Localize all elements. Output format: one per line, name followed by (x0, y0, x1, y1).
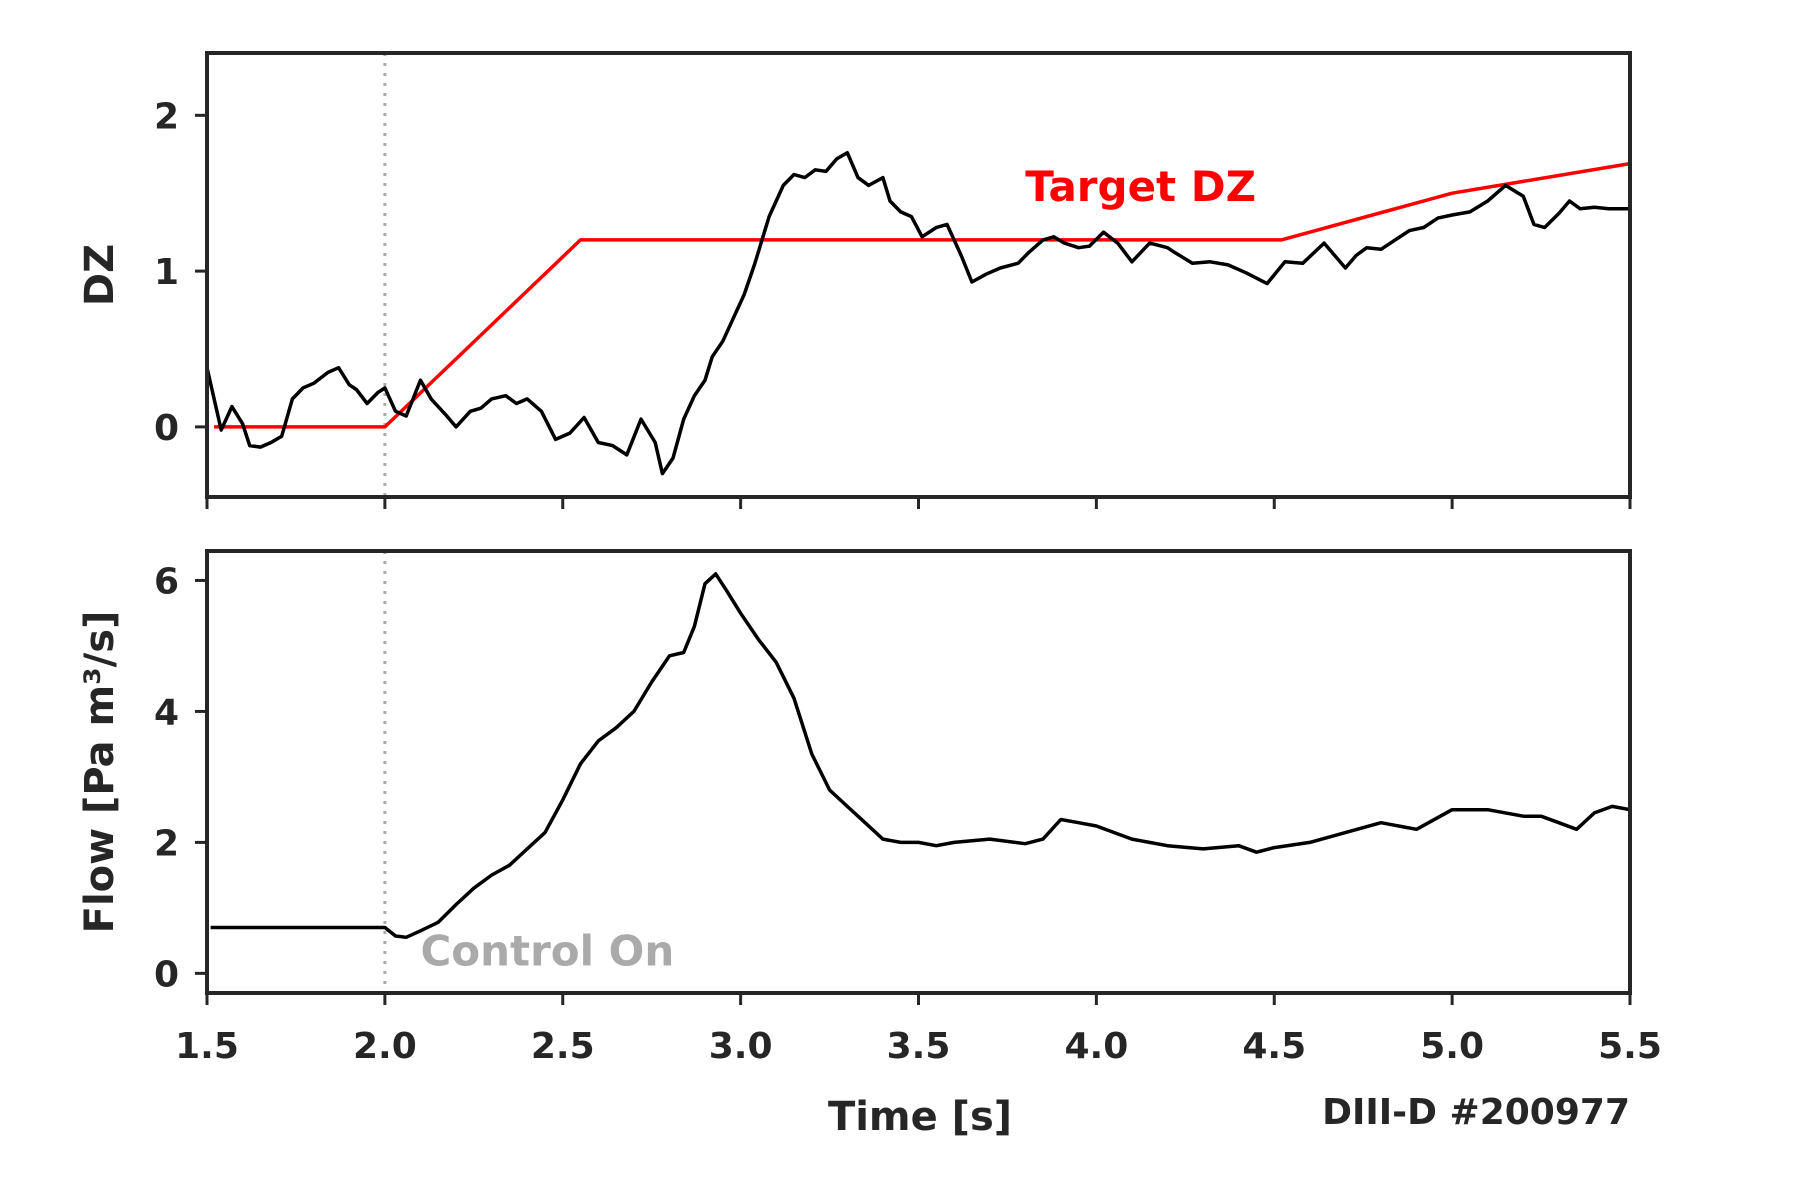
flow-x-tick-label: 2.0 (353, 1026, 417, 1067)
dz-panel: Target DZ 0 1 2 DZ (77, 51, 1632, 509)
flow-x-tick-label: 1.5 (175, 1026, 239, 1067)
dz-measured-line (205, 150, 1630, 476)
flow-x-tick-label: 4.0 (1064, 1026, 1128, 1067)
flow-y-tick-label: 0 (154, 954, 179, 995)
flow-x-tick-label: 3.5 (887, 1026, 951, 1067)
flow-x-tick-label: 5.5 (1598, 1026, 1662, 1067)
target-dz-line (214, 161, 1631, 429)
dz-y-tick-label: 1 (154, 252, 179, 293)
flow-x-tick-label: 2.5 (531, 1026, 595, 1067)
flow-y-axis-label: Flow [Pa m³/s] (77, 611, 123, 934)
flow-x-tick-label: 5.0 (1420, 1026, 1484, 1067)
dz-y-axis-label: DZ (77, 244, 123, 306)
flow-y-tick-label: 4 (154, 692, 179, 733)
flow-x-tick-label: 4.5 (1242, 1026, 1306, 1067)
flow-x-tick-label: 3.0 (709, 1026, 773, 1067)
shot-credit: DIII-D #200977 (1322, 1092, 1630, 1133)
flow-measured-line (210, 572, 1631, 940)
target-dz-annotation: Target DZ (1025, 162, 1256, 211)
control-on-annotation: Control On (420, 926, 674, 975)
dz-axes-frame (205, 51, 1632, 499)
dz-y-tick-label: 2 (154, 96, 179, 137)
flow-y-tick-label: 2 (154, 823, 179, 864)
dz-y-tick-label: 0 (154, 408, 179, 449)
x-axis-label: Time [s] (828, 1094, 1012, 1140)
flow-panel: Control On 0 2 4 6 1.5 2.0 2.5 3.0 3.5 4.0 4.5 5.0 5.… (77, 549, 1662, 1067)
flow-y-tick-label: 6 (154, 561, 179, 602)
